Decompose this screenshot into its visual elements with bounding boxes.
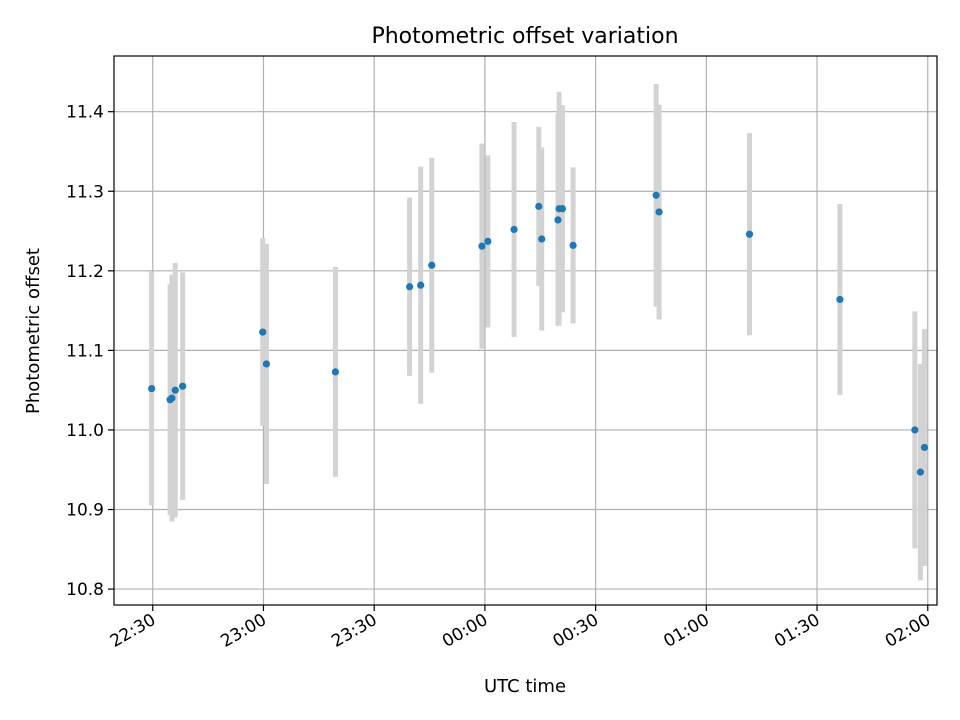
y-axis-label: Photometric offset — [23, 248, 44, 414]
data-point — [484, 237, 492, 245]
y-tick-label: 11.4 — [66, 103, 104, 123]
data-point — [510, 225, 518, 234]
data-point — [417, 281, 425, 289]
y-tick-label: 10.9 — [66, 501, 104, 521]
y-tick-label: 11.1 — [66, 341, 104, 361]
data-point — [179, 382, 187, 390]
y-tick-label: 11.2 — [66, 262, 104, 282]
data-point — [911, 426, 919, 434]
data-point — [916, 468, 924, 476]
chart-title: Photometric offset variation — [371, 24, 678, 49]
data-point — [171, 386, 179, 394]
data-point — [535, 202, 543, 210]
data-point — [259, 328, 267, 336]
plot-area-frame — [113, 55, 938, 606]
data-point — [148, 384, 156, 393]
data-point — [558, 205, 567, 213]
data-point — [836, 295, 844, 304]
data-point — [428, 261, 436, 269]
y-tick-label: 10.8 — [66, 580, 104, 600]
data-point — [538, 235, 546, 243]
y-axis-ticks: 10.8 10.9 11.0 11.1 11.2 11.3 11.4 — [66, 103, 114, 600]
point-layer — [148, 191, 929, 476]
data-point — [331, 368, 340, 376]
data-point — [920, 443, 929, 452]
data-point — [168, 394, 176, 402]
data-point — [569, 241, 577, 249]
y-tick-label: 11.0 — [66, 421, 104, 441]
grid-layer — [114, 56, 937, 605]
data-point — [655, 208, 663, 216]
data-point — [406, 283, 414, 291]
data-point — [478, 242, 486, 250]
data-point — [745, 230, 754, 238]
data-point — [652, 191, 660, 199]
data-point — [262, 360, 271, 368]
y-tick-label: 11.3 — [66, 182, 104, 202]
data-point — [554, 216, 562, 224]
x-axis-label: UTC time — [484, 676, 566, 697]
